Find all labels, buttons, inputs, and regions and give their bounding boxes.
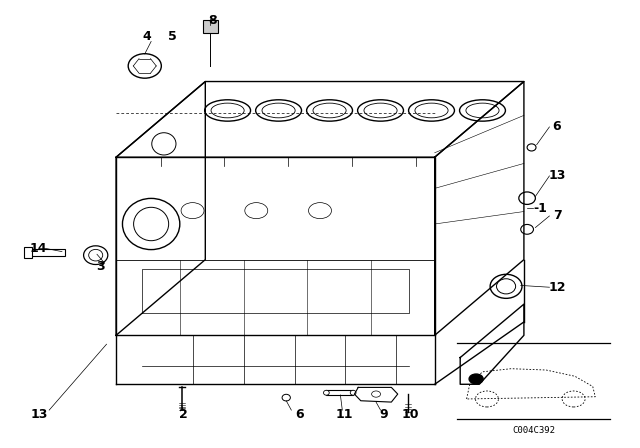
Text: 5: 5 bbox=[168, 30, 177, 43]
Text: 9: 9 bbox=[380, 408, 388, 421]
Text: 13: 13 bbox=[31, 408, 48, 421]
Text: 10: 10 bbox=[402, 408, 419, 421]
Bar bbox=[24, 247, 32, 258]
Text: 4: 4 bbox=[142, 30, 151, 43]
Text: 6: 6 bbox=[295, 408, 304, 421]
Ellipse shape bbox=[84, 246, 108, 264]
Bar bbox=[326, 390, 353, 395]
Ellipse shape bbox=[521, 224, 534, 234]
Ellipse shape bbox=[490, 274, 522, 298]
Text: 3: 3 bbox=[96, 260, 104, 273]
Text: 11: 11 bbox=[335, 408, 353, 421]
Text: 2: 2 bbox=[179, 408, 188, 421]
Ellipse shape bbox=[519, 192, 536, 204]
Bar bbox=[203, 20, 218, 34]
Text: 13: 13 bbox=[548, 169, 566, 182]
Text: 14: 14 bbox=[29, 242, 47, 255]
Ellipse shape bbox=[282, 394, 291, 401]
Bar bbox=[27, 249, 65, 256]
Text: 12: 12 bbox=[548, 281, 566, 294]
Ellipse shape bbox=[527, 144, 536, 151]
Ellipse shape bbox=[350, 390, 356, 395]
Text: C004C392: C004C392 bbox=[512, 426, 555, 435]
Text: 8: 8 bbox=[209, 13, 217, 26]
Text: 6: 6 bbox=[553, 121, 561, 134]
Ellipse shape bbox=[323, 390, 329, 395]
Text: -1: -1 bbox=[533, 202, 547, 215]
Circle shape bbox=[469, 374, 483, 384]
Text: 7: 7 bbox=[553, 210, 561, 223]
Ellipse shape bbox=[128, 54, 161, 78]
